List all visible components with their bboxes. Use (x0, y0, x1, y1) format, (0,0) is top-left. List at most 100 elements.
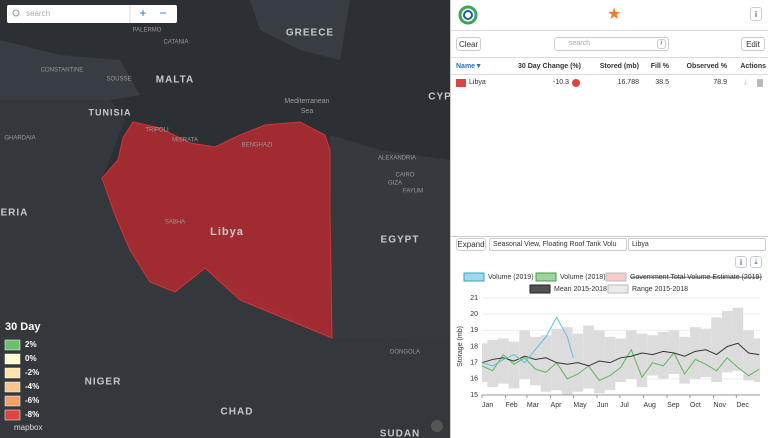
map-label: GERIA (0, 208, 28, 219)
column-header: Name▼ (456, 63, 482, 70)
libya-region[interactable] (101, 121, 333, 339)
column-header: Stored (mb) (599, 63, 639, 70)
range-band (540, 335, 552, 392)
range-band (721, 310, 733, 373)
legend-label: 2% (25, 340, 37, 349)
divider (451, 57, 768, 58)
range-band (529, 336, 541, 386)
divider (451, 74, 768, 75)
map-search[interactable] (7, 5, 177, 23)
range-band (743, 330, 754, 381)
info-button[interactable]: i (750, 7, 762, 21)
legend-label: Mean 2015-2018 (554, 286, 607, 293)
map-label: Sea (301, 108, 314, 115)
map-label: GHARDAIA (4, 136, 35, 142)
range-band (657, 331, 669, 379)
legend-swatch (4, 353, 21, 365)
range-band (604, 336, 616, 391)
legend-swatch (4, 409, 21, 421)
clear-button[interactable]: Clear (456, 37, 481, 51)
column-header: Observed % (686, 63, 727, 70)
column-header: Actions (740, 63, 766, 70)
legend-label: -4% (25, 382, 39, 391)
map-label: GIZA (388, 181, 402, 187)
x-tick-label: Feb (506, 402, 518, 409)
series-line (481, 342, 760, 367)
logo-inner (463, 10, 473, 20)
range-band (636, 333, 648, 387)
map-label: CATANIA (163, 40, 188, 46)
view-select[interactable]: Seasonal View, Floating Roof Tank Volu (489, 238, 627, 251)
y-tick-label: 18 (470, 343, 478, 350)
range-band (497, 338, 509, 384)
divider (451, 30, 768, 31)
map-label: SABHA (165, 220, 185, 226)
map-label: ALEXANDRIA (378, 156, 416, 162)
land (0, 40, 140, 105)
x-tick-label: Aug (643, 402, 656, 409)
divider (451, 236, 768, 237)
table-cell: Libya (469, 79, 486, 86)
range-band (732, 307, 744, 371)
map-label: Libya (210, 226, 244, 238)
range-band (583, 325, 594, 389)
x-tick-label: Oct (690, 402, 701, 409)
series-line (481, 316, 574, 367)
range-band (615, 338, 626, 383)
search-placeholder: search (26, 9, 50, 18)
legend-label: Volume (2019) (488, 274, 534, 281)
land (250, 0, 350, 60)
range-band (711, 317, 722, 383)
edit-button[interactable]: Edit (741, 37, 765, 51)
map-label: CYP (428, 92, 450, 103)
map-label: Mediterranean (284, 98, 329, 105)
range-band (753, 338, 760, 383)
legend-swatch (4, 395, 21, 407)
row-swatch (456, 79, 466, 87)
expand-button[interactable]: Expand (456, 238, 486, 251)
x-tick-label: Jan (482, 402, 493, 409)
map-label: PALERMO (133, 28, 162, 34)
y-tick-label: 20 (470, 311, 478, 318)
search-key: / (657, 39, 666, 49)
y-tick-label: 21 (470, 295, 478, 302)
zoom-out[interactable]: − (159, 6, 166, 20)
legend-swatch (4, 339, 21, 351)
table-cell: 78.9 (713, 79, 727, 86)
delete-action (757, 79, 763, 87)
land (330, 135, 450, 340)
x-tick-label: Apr (551, 402, 563, 409)
table: Name▼ 30 Day Change (%) Stored (mb) Fill % O… (451, 58, 768, 98)
change-icon (572, 79, 580, 87)
legend-swatch (463, 272, 485, 282)
range-band (700, 328, 712, 378)
map-label: CHAD (221, 407, 254, 418)
table-search[interactable]: search (554, 37, 669, 51)
favorite-star[interactable]: ★ (607, 6, 622, 23)
map-label: CONSTANTINE (41, 68, 84, 74)
y-tick-label: 17 (470, 360, 478, 367)
legend-swatch (4, 381, 21, 393)
map-label: SUDAN (380, 429, 421, 438)
x-tick-label: Nov (714, 402, 727, 409)
y-tick-label: 16 (470, 376, 478, 383)
chart-download[interactable]: ⤓ (750, 256, 762, 268)
logo (458, 5, 478, 25)
info-icon[interactable] (431, 420, 443, 432)
range-band (647, 335, 658, 376)
map-label: TUNISIA (89, 107, 132, 117)
chart-info[interactable]: i (735, 256, 747, 268)
region-select[interactable]: Libya (628, 238, 766, 251)
x-tick-label: Jun (597, 402, 608, 409)
legend-label: Government Total Volume Estimate (2019) (630, 274, 762, 281)
legend-swatch (607, 284, 629, 294)
range-band (551, 328, 562, 391)
zoom-in[interactable]: + (139, 6, 146, 20)
map-label: FAYUM (403, 189, 423, 195)
range-band (668, 330, 680, 374)
y-tick-label: 19 (470, 327, 478, 334)
map-label: SOUSSE (106, 77, 131, 83)
column-header: 30 Day Change (%) (517, 63, 581, 70)
